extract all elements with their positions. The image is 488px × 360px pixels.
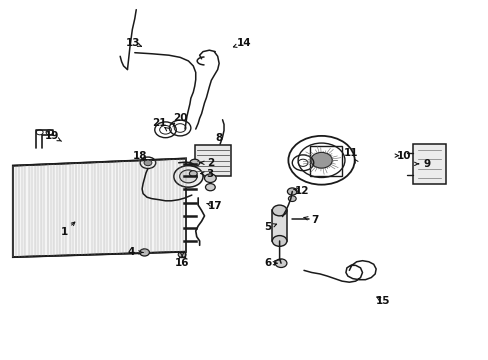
Circle shape: [173, 166, 203, 187]
Bar: [412, 144, 445, 184]
Text: 12: 12: [294, 186, 308, 197]
Text: 9: 9: [423, 159, 430, 169]
Text: 21: 21: [152, 118, 166, 128]
Text: 1: 1: [61, 227, 67, 237]
Circle shape: [275, 259, 286, 267]
Bar: [194, 145, 231, 176]
Circle shape: [205, 184, 215, 191]
Text: 5: 5: [264, 222, 271, 232]
Circle shape: [144, 160, 152, 166]
Text: 16: 16: [175, 258, 189, 268]
Circle shape: [288, 196, 296, 202]
Text: 10: 10: [396, 150, 411, 161]
Text: 4: 4: [127, 247, 135, 257]
Circle shape: [178, 252, 185, 257]
Text: 11: 11: [343, 148, 357, 158]
Circle shape: [140, 249, 149, 256]
Text: 18: 18: [132, 150, 146, 161]
Text: 6: 6: [264, 258, 271, 268]
Circle shape: [272, 235, 286, 246]
Circle shape: [204, 174, 216, 183]
Text: 15: 15: [375, 296, 390, 306]
Circle shape: [189, 159, 199, 166]
Bar: [310, 146, 341, 176]
Text: 14: 14: [237, 38, 251, 48]
Circle shape: [272, 205, 286, 216]
Circle shape: [310, 152, 331, 168]
Circle shape: [287, 188, 297, 195]
Text: 17: 17: [207, 201, 222, 211]
Text: 7: 7: [311, 215, 318, 225]
Circle shape: [189, 171, 197, 176]
Bar: [272, 211, 286, 241]
Circle shape: [179, 170, 197, 183]
Text: 2: 2: [206, 158, 214, 168]
Text: 3: 3: [206, 168, 214, 179]
Text: 8: 8: [215, 133, 223, 143]
Polygon shape: [13, 158, 185, 257]
Text: 13: 13: [126, 38, 140, 48]
Text: 19: 19: [44, 131, 59, 141]
Text: 20: 20: [173, 113, 187, 123]
